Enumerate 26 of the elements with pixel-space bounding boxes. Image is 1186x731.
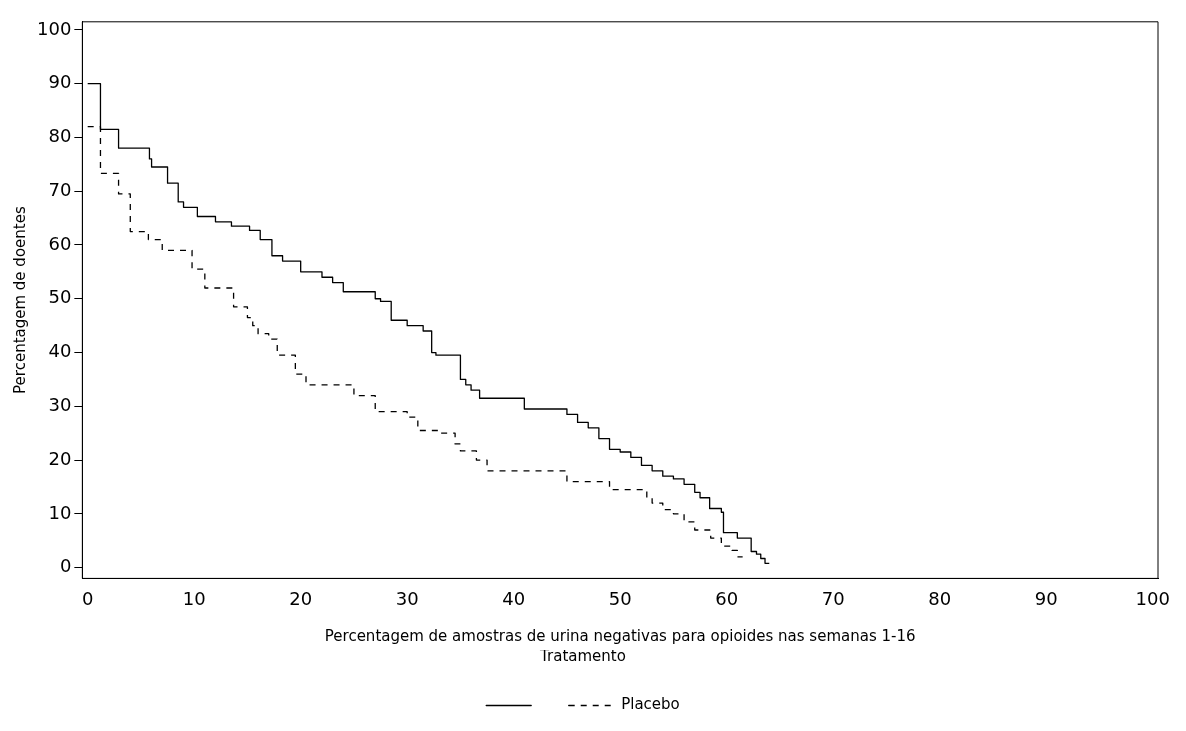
y-tick-label: 20 [48, 447, 72, 469]
y-tick-label: 100 [37, 17, 72, 39]
x-tick-label: 10 [182, 587, 206, 609]
x-tick-label: 20 [289, 587, 313, 609]
x-axis-title: Percentagem de amostras de urina negativas para opioides nas semanas 1-16 [324, 626, 916, 645]
y-tick-label: 70 [48, 178, 72, 200]
y-tick-label: 60 [48, 232, 72, 254]
y-tick-label: 80 [48, 125, 72, 147]
y-tick-label: 0 [59, 555, 72, 577]
y-tick-label: 10 [48, 501, 72, 523]
y-tick-label: 40 [48, 340, 72, 362]
legend-label: Placebo [621, 695, 680, 714]
x-tick-label: 40 [502, 587, 526, 609]
x-tick-label: 60 [715, 587, 739, 609]
x-tick-label: 90 [1034, 587, 1058, 609]
x-tick-label: 70 [821, 587, 845, 609]
x-tick-label: 50 [608, 587, 632, 609]
x-tick-label: 0 [81, 587, 94, 609]
x-tick-label: 80 [928, 587, 952, 609]
y-axis-title: Percentagem de doentes [10, 206, 29, 394]
y-tick-label: 30 [48, 393, 72, 415]
x-tick-label: 100 [1135, 587, 1170, 609]
y-tick-label: 90 [48, 71, 72, 93]
x-tick-label: 30 [395, 587, 419, 609]
legend-title: Tratamento [539, 647, 626, 666]
y-tick-label: 50 [48, 286, 72, 308]
